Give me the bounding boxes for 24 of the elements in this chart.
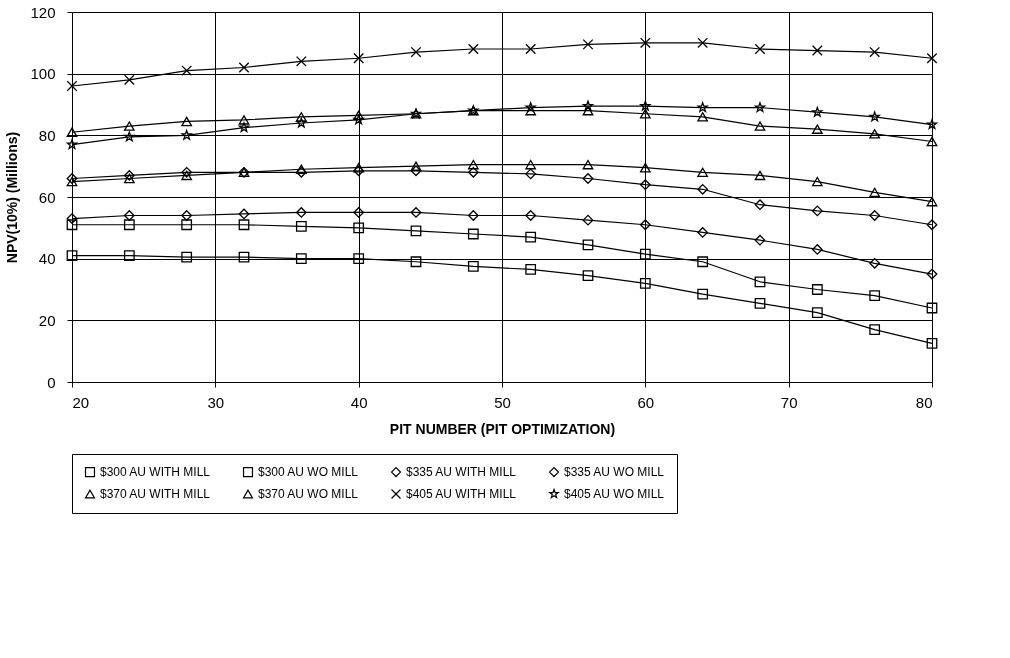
y-tick-label: 100 [30,65,56,83]
x-tick-label: 60 [637,393,655,411]
legend-label: $300 AU WO MILL [258,465,359,480]
x-tick-label: 30 [207,393,225,411]
y-tick-label: 40 [38,250,56,268]
y-tick-label: 80 [38,126,56,144]
legend-label: $335 AU WO MILL [564,465,665,480]
x-tick-label: 70 [780,393,798,411]
legend-label: $405 AU WO MILL [564,487,665,501]
x-axis-title: PIT NUMBER (PIT OPTIMIZATION) [389,420,616,437]
y-tick-label: 60 [38,188,56,206]
x-tick-label: 80 [915,393,933,411]
y-tick-label: 120 [30,3,56,21]
legend-label: $370 AU WITH MILL [100,487,211,501]
legend-label: $300 AU WITH MILL [100,465,211,480]
x-tick-label: 20 [72,393,90,411]
legend-label: $370 AU WO MILL [258,487,359,501]
y-tick-label: 0 [47,373,56,391]
x-tick-label: 50 [494,393,511,411]
x-tick-label: 40 [350,393,368,411]
legend-label: $335 AU WITH MILL [406,465,517,480]
y-axis-title: NPV(10%) (Millions) [4,131,21,264]
legend-label: $405 AU WITH MILL [406,487,517,501]
y-tick-label: 20 [38,311,56,329]
